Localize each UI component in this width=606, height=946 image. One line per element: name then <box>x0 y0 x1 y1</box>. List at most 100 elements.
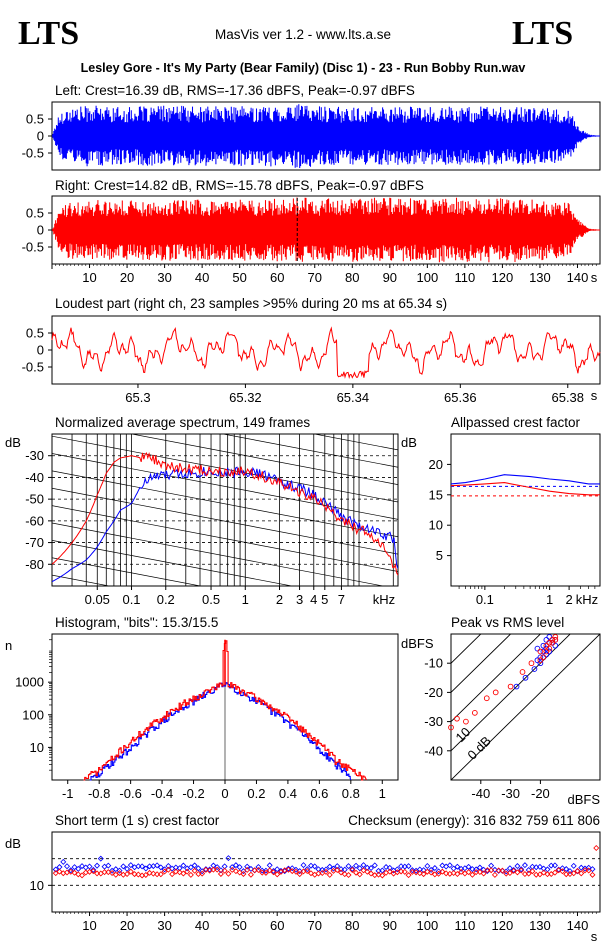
histogram-xtick-label: 0.2 <box>247 786 265 801</box>
logo-left: LTS <box>18 15 79 52</box>
peakrms-left-point <box>534 645 541 652</box>
logo-right: LTS <box>512 15 573 52</box>
shortterm-right-point <box>578 870 585 877</box>
histogram-xtick-label: -1 <box>62 786 74 801</box>
shortterm-left-point <box>300 862 307 869</box>
shortterm-xtick-label: 30 <box>157 918 171 933</box>
crest-diagonal <box>451 634 512 694</box>
shortterm-left-point <box>266 862 273 869</box>
spectrum-xtick-label: 0.2 <box>157 592 175 607</box>
shortterm-right-point <box>563 871 570 878</box>
right-waveform-xtick-label: 100 <box>416 270 438 285</box>
crest-diagonal-label: 10 <box>452 724 473 745</box>
shortterm-left-point <box>64 863 71 870</box>
shortterm-left-point <box>563 866 570 873</box>
shortterm-left-point <box>255 863 262 870</box>
peakrms-panel-title: Peak vs RMS level <box>451 615 564 630</box>
spectrum-slope-line <box>18 343 428 421</box>
shortterm-right-point <box>142 871 149 878</box>
shortterm-right-point <box>533 871 540 878</box>
shortterm-right-point <box>473 869 480 876</box>
shortterm-right-point <box>169 871 176 878</box>
right-waveform-xtick-label: 120 <box>492 270 514 285</box>
right-waveform-xtick-label: 110 <box>455 270 476 285</box>
shortterm-right-point <box>398 868 405 875</box>
shortterm-right-point <box>570 870 577 877</box>
shortterm-right-point <box>112 871 119 878</box>
spectrum-ytick-label: -40 <box>25 470 44 485</box>
shortterm-right-point <box>184 868 191 875</box>
peakrms-right-point <box>549 636 556 643</box>
shortterm-right-outlier <box>593 844 600 852</box>
shortterm-right-point <box>536 871 543 878</box>
shortterm-right-point <box>401 868 408 875</box>
spectrum-slope-line <box>52 487 398 555</box>
histogram-panel-title: Histogram, "bits": 15.3/15.5 <box>55 615 218 630</box>
histogram-xtick-label: 0.4 <box>279 786 297 801</box>
loudest-part-ytick-label: 0 <box>37 343 44 358</box>
left-waveform-ytick-label: -0.5 <box>22 146 44 161</box>
shortterm-left-point <box>450 865 457 872</box>
shortterm-right-point <box>187 871 194 878</box>
right-waveform-xtick-label: 20 <box>120 270 134 285</box>
shortterm-left-point <box>135 863 142 870</box>
peakrms-left-point <box>537 654 544 661</box>
shortterm-right-point <box>356 871 363 878</box>
shortterm-left-point <box>157 864 164 871</box>
spectrum-xtick-label: 5 <box>321 592 328 607</box>
peakrms-right-point <box>507 683 514 690</box>
right-waveform-xtick-label: 40 <box>195 270 209 285</box>
peakrms-right-point <box>552 634 559 640</box>
shortterm-right-point <box>326 871 333 878</box>
right-waveform-trace <box>52 197 600 263</box>
shortterm-left-point <box>476 864 483 871</box>
shortterm-right-point <box>79 872 86 879</box>
histogram-xtick-label: -0.8 <box>88 786 110 801</box>
shortterm-panel-title: Short term (1 s) crest factor <box>55 813 220 828</box>
crest-xtick-label: 1 <box>546 592 553 607</box>
shortterm-right-point <box>454 870 461 877</box>
ticks-layer: 0.50-0.50.50-0.510 20 30 40 50 60 70 80 90 100 110… <box>15 112 597 933</box>
shortterm-left-point <box>214 864 221 871</box>
crest-xtick-label: 2 <box>565 592 572 607</box>
spectrum-slope-line <box>52 435 398 503</box>
loudest-part-xtick-label: 65.38 <box>551 390 584 405</box>
shortterm-left-point <box>356 865 363 872</box>
crest-diagonal <box>451 634 571 752</box>
peakrms-left-point <box>546 648 553 655</box>
shortterm-left-point <box>533 864 540 871</box>
crest-diagonal <box>451 634 482 664</box>
shortterm-right-point <box>435 870 442 877</box>
peakrms-xtick-label: -20 <box>531 786 550 801</box>
shortterm-right-point <box>521 871 528 878</box>
shortterm-left-point <box>521 862 528 869</box>
loudest-part-xtick-label: 65.34 <box>337 390 370 405</box>
peakrms-left-point <box>543 651 550 658</box>
histogram-right-line <box>83 640 367 781</box>
shortterm-right-point <box>255 867 262 874</box>
shortterm-left-point <box>116 867 123 874</box>
shortterm-right-point <box>296 871 303 878</box>
shortterm-left-point <box>304 866 311 873</box>
shortterm-left-point <box>259 867 266 874</box>
app-title: MasVis ver 1.2 - www.lts.a.se <box>215 27 391 42</box>
crest-ylabel: dB <box>401 435 417 450</box>
shortterm-right-point <box>574 867 581 874</box>
crest-diagonal-label: 40 <box>363 724 384 745</box>
shortterm-left-point <box>206 866 213 873</box>
spectrum-xtick-label: 7 <box>338 592 345 607</box>
spectrum-ytick-label: -70 <box>25 535 44 550</box>
peakrms-left-point <box>513 683 520 690</box>
shortterm-right-point <box>94 870 101 877</box>
right-waveform-xtick-label: 130 <box>529 270 551 285</box>
shortterm-left-point <box>364 864 371 871</box>
right-waveform-xtick-label: 70 <box>308 270 322 285</box>
shortterm-left-point <box>551 862 558 869</box>
histogram-xtick-label: -0.4 <box>151 786 173 801</box>
peakrms-xtick-label: -30 <box>501 786 520 801</box>
peakrms-frame <box>450 633 601 781</box>
shortterm-right-point <box>240 870 247 877</box>
shortterm-left-point <box>334 863 341 870</box>
shortterm-right-point <box>551 869 558 876</box>
shortterm-right-point <box>585 867 592 874</box>
